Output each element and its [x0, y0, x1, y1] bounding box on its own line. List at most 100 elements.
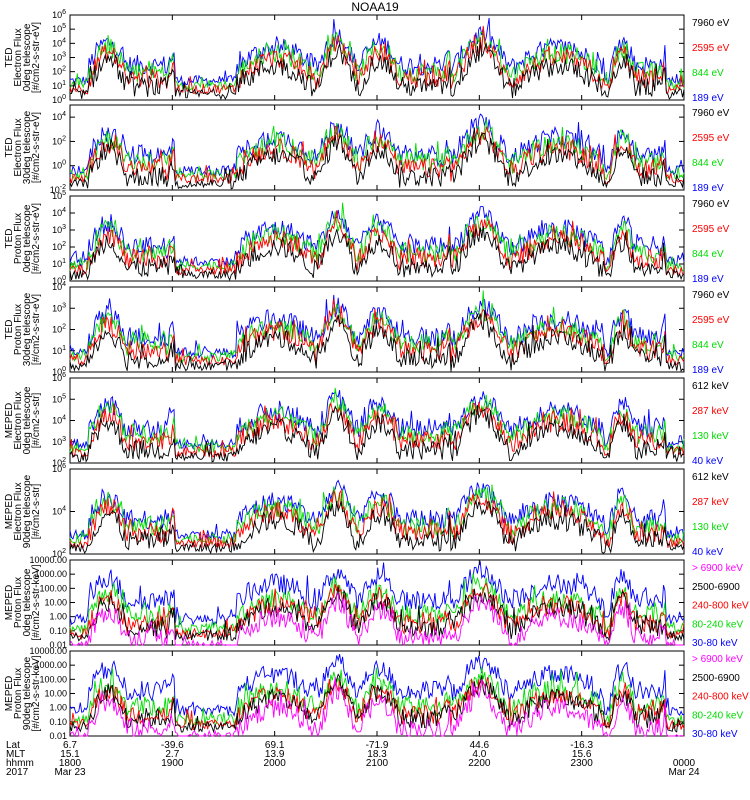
legend-3-3: 189 eV: [692, 274, 724, 285]
ytick-label-6-1: 104: [52, 506, 66, 517]
trace-5-series-1: [69, 405, 685, 463]
ylabel-8-0: MEPED: [4, 676, 15, 712]
legend-7-3: 80-240 keV: [692, 619, 743, 630]
xaxis-tick-5-row-0: -16.3: [570, 740, 593, 751]
xaxis-tick-3-row-0: -71.9: [366, 740, 389, 751]
ytick-label-3-1: 104: [52, 207, 66, 218]
legend-8-2: 240-800 keV: [692, 692, 749, 703]
trace-3-series-3: [69, 202, 685, 273]
ylabel-3-0: TED: [4, 229, 15, 249]
ytick-label-3-4: 101: [52, 258, 66, 269]
trace-1-series-2: [69, 25, 685, 95]
xaxis-tick-0-row-1: 15.1: [60, 749, 80, 760]
ytick-label-7-5: 0.10: [49, 626, 67, 636]
ylabel-5-1: Electron Flux: [13, 391, 24, 449]
legend-7-2: 240-800 keV: [692, 601, 749, 612]
xaxis-tick-6-row-2: 0000: [673, 758, 696, 769]
legend-6-2: 130 keV: [692, 522, 729, 533]
trace-6-series-1: [69, 500, 685, 555]
legend-8-1: 2500-6900: [692, 673, 740, 684]
xaxis-row-label-0: Lat: [6, 740, 20, 751]
trace-8-series-2: [69, 673, 685, 734]
legend-1-1: 2595 eV: [692, 43, 730, 54]
trace-1-series-3: [69, 31, 685, 92]
ylabel-6-2: 90deg telescope: [22, 474, 33, 548]
panel-frame-2: [69, 104, 685, 191]
legend-2-0: 7960 eV: [692, 108, 730, 119]
ytick-label-1-3: 103: [52, 52, 66, 63]
ylabel-4-1: Proton Flux: [13, 304, 24, 355]
ylabel-2-3: [#/cm2-s-str-eV]: [31, 112, 42, 183]
ylabel-5-3: [#/cm2-s-str]: [31, 393, 42, 449]
trace-3-series-1: [69, 226, 685, 282]
ytick-label-2-1: 102: [52, 135, 66, 146]
legend-5-3: 40 keV: [692, 456, 723, 467]
ytick-label-3-5: 100: [52, 275, 66, 286]
trace-3-series-2: [69, 210, 685, 277]
trace-6-series-3: [69, 484, 685, 546]
ytick-label-5-2: 104: [52, 415, 66, 426]
ytick-label-5-4: 102: [52, 457, 66, 468]
trace-2-series-4: [69, 113, 685, 178]
ylabel-1-3: [#/cm2-s-str-eV]: [31, 22, 42, 93]
ylabel-4-3: [#/cm2-s-str-eV]: [31, 294, 42, 365]
xaxis-tick-4-row-1: 4.0: [472, 749, 486, 760]
ylabel-2-0: TED: [4, 138, 15, 158]
trace-8-series-5: [69, 653, 685, 717]
xaxis-row-label-1: MLT: [6, 749, 25, 760]
ytick-label-8-5: 0.10: [49, 717, 67, 727]
trace-4-series-3: [69, 290, 685, 364]
trace-7-series-2: [69, 587, 685, 643]
trace-1-series-4: [69, 17, 685, 88]
trace-4-series-2: [69, 298, 685, 367]
legend-6-0: 612 keV: [692, 472, 729, 483]
xaxis-tick-4-row-2: 2200: [468, 758, 491, 769]
legend-6-1: 287 keV: [692, 497, 729, 508]
ytick-label-4-2: 102: [52, 324, 66, 335]
ytick-label-1-4: 102: [52, 66, 66, 77]
legend-1-0: 7960 eV: [692, 18, 730, 29]
ytick-label-7-4: 1.00: [49, 612, 67, 622]
ytick-label-4-1: 103: [52, 302, 66, 313]
ylabel-7-3: [#/cm2-s-str-keV]: [31, 564, 42, 640]
legend-8-3: 80-240 keV: [692, 710, 743, 721]
ylabel-7-1: Proton Flux: [13, 577, 24, 628]
ytick-label-1-5: 101: [52, 80, 66, 91]
ylabel-2-2: 30deg telescope: [22, 110, 33, 184]
xaxis-tick-4-row-0: 44.6: [470, 740, 490, 751]
ytick-label-1-1: 105: [52, 23, 66, 34]
ylabel-1-2: 0deg telescope: [22, 23, 33, 91]
ylabel-5-2: 0deg telescope: [22, 386, 33, 454]
ytick-label-1-0: 106: [52, 9, 66, 20]
xaxis-tick-0-row-0: 6.7: [63, 740, 77, 751]
trace-2-series-1: [69, 127, 685, 190]
xaxis-tick-1-row-0: -39.6: [161, 740, 184, 751]
ytick-label-7-2: 100.00: [39, 583, 67, 593]
ylabel-5-0: MEPED: [4, 403, 15, 439]
xaxis-row-label-2: hhmm: [6, 758, 34, 769]
ylabel-8-1: Proton Flux: [13, 668, 24, 719]
legend-4-1: 2595 eV: [692, 315, 730, 326]
ytick-label-2-2: 100: [52, 160, 66, 171]
ytick-label-4-3: 101: [52, 345, 66, 356]
xaxis-tick-1-row-2: 1900: [161, 758, 184, 769]
legend-4-3: 189 eV: [692, 365, 724, 376]
ytick-label-7-6: 0.01: [49, 640, 67, 650]
ylabel-4-0: TED: [4, 320, 15, 340]
xaxis-tick-5-row-1: 15.6: [572, 749, 592, 760]
legend-4-2: 844 eV: [692, 340, 724, 351]
trace-5-series-2: [69, 401, 685, 458]
xaxis-tick-6-row-3: Mar 24: [668, 767, 700, 778]
ylabel-7-2: 0deg telescope: [22, 568, 33, 636]
legend-3-0: 7960 eV: [692, 199, 730, 210]
ytick-label-2-3: 10-2: [50, 184, 66, 195]
ytick-label-4-0: 104: [52, 281, 66, 292]
legend-3-1: 2595 eV: [692, 224, 730, 235]
trace-6-series-2: [69, 489, 685, 549]
ytick-label-8-1: 1000.00: [34, 660, 67, 670]
legend-1-3: 189 eV: [692, 93, 724, 104]
legend-8-4: 30-80 keV: [692, 729, 738, 740]
legend-5-1: 287 keV: [692, 406, 729, 417]
ytick-label-1-2: 104: [52, 37, 66, 48]
ylabel-6-0: MEPED: [4, 494, 15, 530]
